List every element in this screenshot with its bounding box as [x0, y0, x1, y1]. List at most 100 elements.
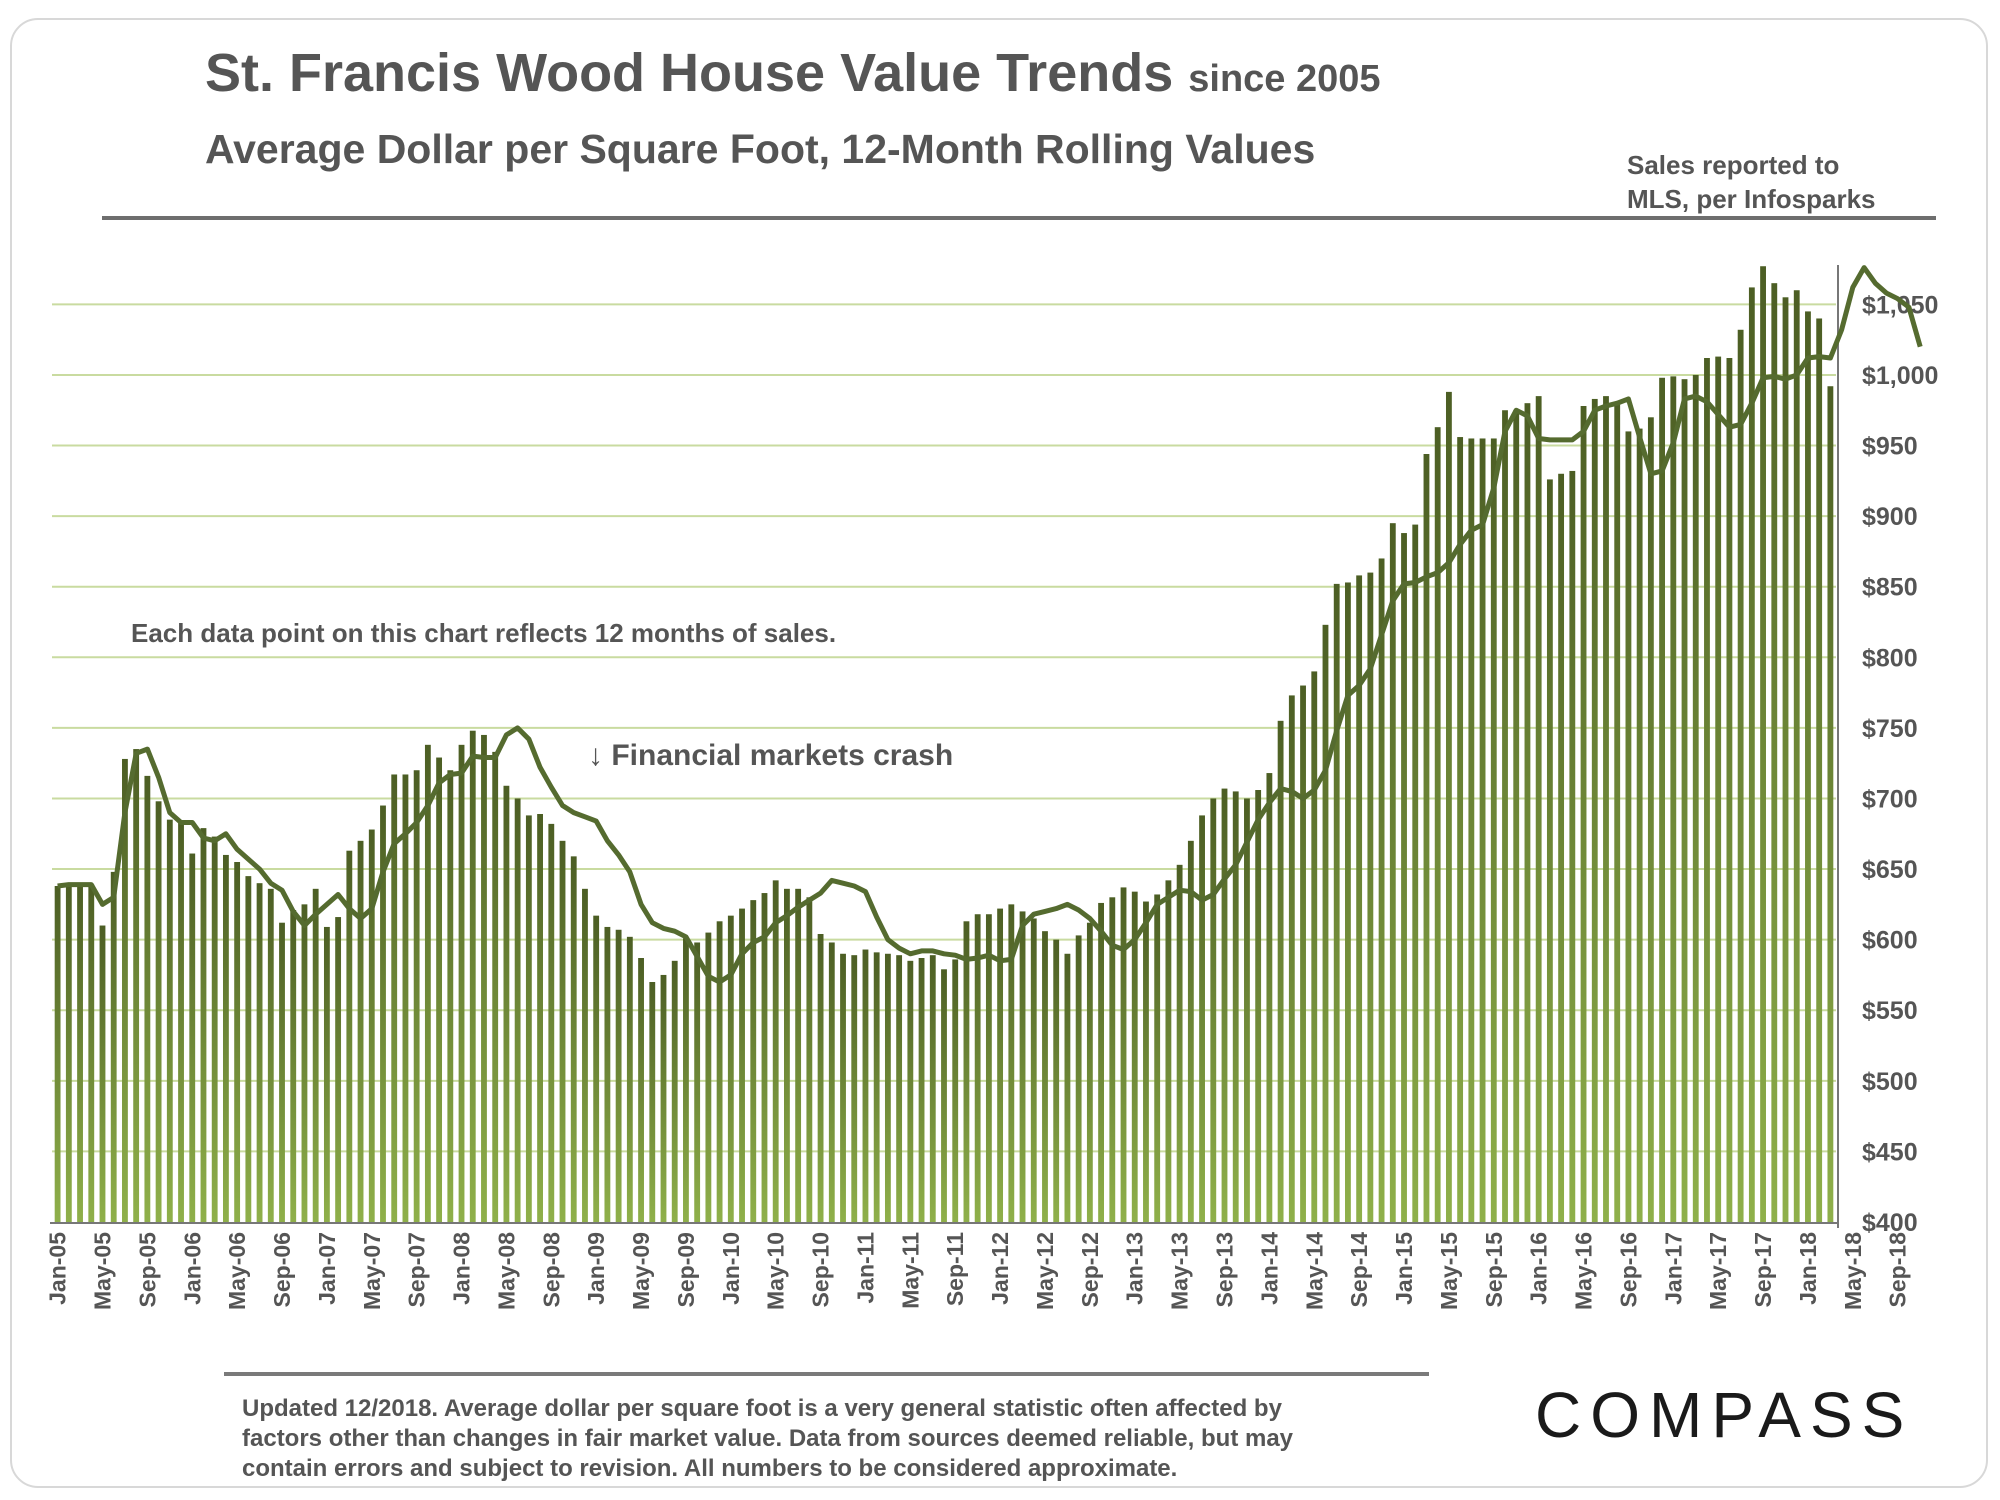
bar — [806, 897, 813, 1222]
bar — [458, 744, 465, 1222]
x-tick-label: Sep-10 — [808, 1232, 834, 1307]
bar — [1535, 396, 1542, 1222]
x-tick-label: Sep-11 — [942, 1232, 968, 1306]
bar — [380, 805, 386, 1222]
footnote-line1: Updated 12/2018. Average dollar per squa… — [242, 1395, 1282, 1422]
bar — [1356, 575, 1363, 1222]
bar — [99, 925, 106, 1222]
x-tick-label: Jan-16 — [1526, 1232, 1552, 1305]
bar — [267, 888, 274, 1222]
chart-subtitle: Average Dollar per Square Foot, 12-Month… — [205, 126, 1316, 172]
bar — [1288, 695, 1295, 1222]
bar — [1614, 403, 1621, 1222]
bar — [1008, 904, 1015, 1222]
bar — [896, 955, 903, 1222]
bar — [1086, 922, 1093, 1222]
footnote-line2: factors other than changes in fair marke… — [242, 1425, 1294, 1452]
y-tick-label: $800 — [1862, 644, 1918, 672]
bar — [941, 969, 947, 1222]
x-tick-label: Jan-06 — [179, 1232, 205, 1305]
bar — [1042, 931, 1048, 1222]
bar — [1345, 582, 1351, 1222]
bar — [649, 982, 656, 1222]
bar — [481, 734, 487, 1222]
bar — [1143, 901, 1149, 1222]
bar — [1277, 720, 1284, 1222]
x-tick-label: Jan-09 — [583, 1232, 609, 1305]
bar — [570, 856, 577, 1222]
bar — [952, 959, 959, 1222]
bar — [492, 751, 499, 1222]
bar — [840, 953, 846, 1222]
bar — [88, 884, 95, 1222]
source-note-line1: Sales reported to — [1627, 150, 1840, 180]
bar — [1176, 864, 1183, 1222]
bar — [1591, 398, 1598, 1222]
bar — [1816, 318, 1823, 1222]
x-tick-label: Jan-15 — [1391, 1232, 1417, 1305]
bar — [1737, 329, 1744, 1222]
bar — [683, 938, 689, 1222]
bar — [1322, 624, 1329, 1222]
x-tick-label: May-07 — [359, 1232, 385, 1310]
x-tick-label: Sep-18 — [1885, 1232, 1911, 1308]
x-tick-label: Sep-12 — [1077, 1232, 1103, 1307]
bar — [828, 942, 835, 1222]
bar — [1782, 297, 1789, 1222]
bar — [1311, 671, 1318, 1222]
x-tick-label: Jan-18 — [1795, 1232, 1821, 1305]
bar — [1580, 406, 1587, 1222]
bar — [1546, 479, 1553, 1223]
y-tick-label: $600 — [1862, 927, 1918, 955]
x-tick-label: Sep-08 — [538, 1232, 564, 1308]
bar — [178, 822, 184, 1222]
bar — [638, 958, 644, 1222]
x-tick-label: Jan-12 — [987, 1232, 1013, 1305]
rolling-trend-line — [57, 265, 1923, 985]
x-tick-label: May-15 — [1436, 1232, 1462, 1310]
y-tick-label: $550 — [1862, 997, 1918, 1025]
bar — [1120, 887, 1127, 1222]
bar — [929, 955, 936, 1222]
bar — [525, 815, 532, 1222]
bar — [1367, 572, 1374, 1222]
x-tick-label: May-08 — [493, 1232, 519, 1310]
y-tick-label: $850 — [1862, 574, 1918, 602]
bar — [1771, 283, 1778, 1222]
bar — [1805, 311, 1811, 1223]
header-divider — [102, 216, 1936, 220]
bar — [795, 888, 802, 1222]
bar — [211, 836, 218, 1222]
y-tick-label: $400 — [1862, 1209, 1918, 1237]
bar — [1490, 438, 1497, 1222]
bar — [1692, 374, 1699, 1222]
bar — [739, 908, 745, 1222]
chart-title: St. Francis Wood House Value Trends sinc… — [205, 42, 1381, 104]
bar — [604, 926, 611, 1222]
y-tick-label: $950 — [1862, 433, 1918, 461]
bar — [1030, 918, 1037, 1222]
x-tick-label: Sep-15 — [1481, 1232, 1507, 1308]
bar — [1333, 583, 1340, 1222]
bar — [1154, 894, 1161, 1222]
bar — [346, 850, 353, 1222]
bar — [593, 915, 600, 1222]
y-tick-label: $700 — [1862, 785, 1918, 813]
bar — [1827, 386, 1834, 1222]
y-tick-label: $900 — [1862, 503, 1918, 531]
bar — [1255, 790, 1262, 1222]
bar — [189, 853, 196, 1222]
x-tick-label: Jan-13 — [1122, 1232, 1148, 1305]
bar — [1389, 523, 1396, 1222]
bar — [1647, 417, 1654, 1222]
bar — [200, 828, 207, 1222]
bar — [256, 883, 263, 1222]
bar — [884, 953, 891, 1222]
bar — [1019, 911, 1026, 1222]
bar — [1793, 290, 1800, 1222]
bar — [1210, 798, 1217, 1222]
bar — [122, 758, 128, 1222]
x-tick-label: Sep-16 — [1615, 1232, 1641, 1307]
annotation-data-point-note: Each data point on this chart reflects 1… — [131, 618, 836, 648]
bar — [279, 922, 285, 1222]
